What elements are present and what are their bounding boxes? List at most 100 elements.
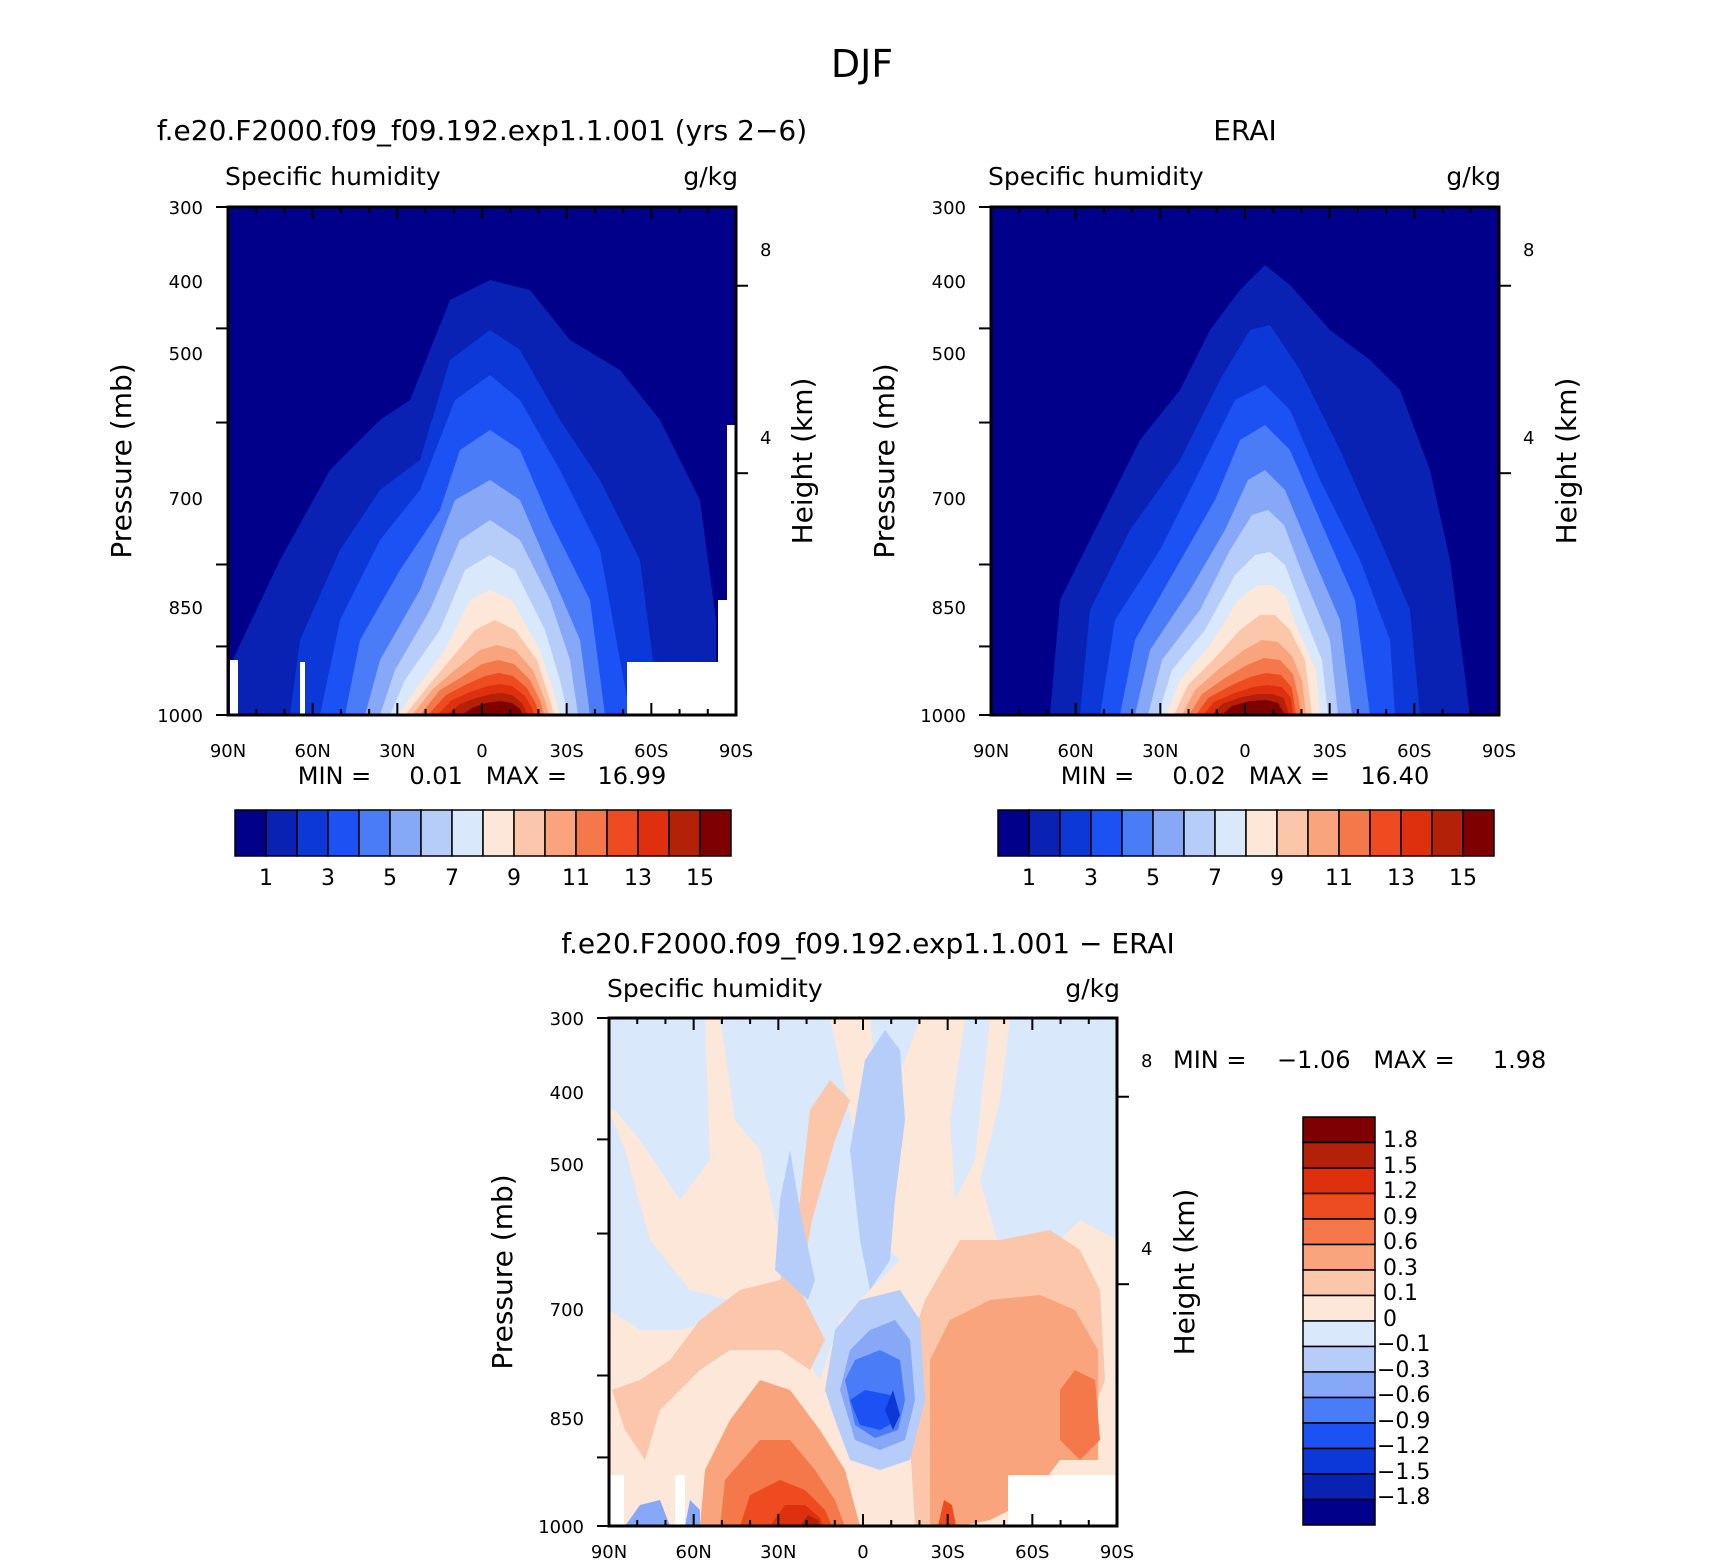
y2-tick-labels: 8 4 — [1523, 240, 1534, 449]
x-tick-label: 90N — [591, 1542, 627, 1561]
y-axis-label: Pressure (mb) — [486, 1174, 519, 1369]
colorbar-label: −0.1 — [1377, 1332, 1430, 1357]
x-tick-label: 60S — [1397, 741, 1431, 762]
colorbar-label: 1.2 — [1383, 1179, 1418, 1204]
colorbar-label: −1.8 — [1377, 1485, 1430, 1510]
x-tick-label: 60N — [676, 1542, 712, 1561]
colorbar-swatch — [1400, 809, 1433, 857]
colorbar-swatch — [1214, 809, 1247, 857]
colorbar-label: 0.9 — [1383, 1205, 1418, 1230]
variable-label: Specific humidity — [225, 162, 441, 191]
contour-band — [938, 1500, 956, 1526]
colorbar-swatch — [420, 809, 453, 857]
contour-band — [612, 1080, 850, 1460]
units-label: g/kg — [683, 162, 738, 191]
contour-field — [228, 207, 736, 715]
y-tick-label: 700 — [550, 1300, 584, 1321]
y2-tick-label: 8 — [1141, 1051, 1152, 1072]
axis-ticks — [597, 1017, 1129, 1527]
panel-model: f.e20.F2000.f09_f09.192.exp1.1.001 (yrs … — [105, 114, 819, 891]
x-tick-labels: 90N 60N 30N 0 30S 60S 90S — [591, 1542, 1134, 1561]
missing-data — [718, 600, 736, 715]
y-tick-label: 400 — [550, 1083, 584, 1104]
contour-band — [1060, 1370, 1100, 1460]
colorbar-label: 0.6 — [1383, 1230, 1418, 1255]
missing-data — [675, 1475, 685, 1526]
colorbar-swatch — [1302, 1473, 1376, 1501]
colorbar-label: 13 — [1387, 866, 1415, 891]
colorbar-label: 9 — [507, 866, 521, 891]
colorbar-label: 1.5 — [1383, 1154, 1418, 1179]
colorbar-label: −0.9 — [1377, 1409, 1430, 1434]
colorbar-label: −1.5 — [1377, 1460, 1430, 1485]
x-tick-label: 90S — [1482, 741, 1516, 762]
figure-title: DJF — [831, 42, 893, 86]
colorbar-label: 0.3 — [1383, 1256, 1418, 1281]
x-tick-label: 90S — [1100, 1542, 1134, 1561]
panel-title: ERAI — [1213, 114, 1276, 147]
colorbar-label: 11 — [562, 866, 590, 891]
min-max-label: MIN = 0.02 MAX = 16.40 — [1061, 762, 1429, 790]
min-max-label: MIN = 0.01 MAX = 16.99 — [298, 762, 666, 790]
x-tick-label: 30S — [550, 741, 584, 762]
y-tick-label: 850 — [550, 1409, 584, 1430]
colorbar-swatch — [1090, 809, 1123, 857]
colorbar-swatch — [997, 809, 1030, 857]
y2-tick-labels: 8 4 — [760, 240, 771, 449]
x-tick-label: 60N — [1058, 741, 1094, 762]
contour-band — [625, 1500, 670, 1526]
y2-tick-label: 8 — [760, 240, 771, 261]
x-tick-label: 30S — [931, 1542, 965, 1561]
colorbar-label: 1 — [259, 866, 273, 891]
variable-label: Specific humidity — [607, 974, 823, 1003]
colorbar-label: 11 — [1325, 866, 1353, 891]
colorbar-swatch — [1121, 809, 1154, 857]
colorbar-swatch — [1302, 1396, 1376, 1424]
colorbar-swatch — [1245, 809, 1278, 857]
y-tick-labels: 300 400 500 700 850 1000 — [920, 198, 966, 727]
colorbar-swatch — [1307, 809, 1340, 857]
y-tick-label: 700 — [932, 489, 966, 510]
x-tick-label: 0 — [857, 1542, 868, 1561]
colorbar-swatch — [1302, 1141, 1376, 1169]
missing-data — [300, 662, 305, 715]
x-tick-label: 60N — [295, 741, 331, 762]
colorbar-swatch — [544, 809, 577, 857]
x-tick-label: 30N — [760, 1542, 796, 1561]
colorbar-swatch — [1276, 809, 1309, 857]
colorbar-swatch — [606, 809, 639, 857]
y-tick-label: 1000 — [920, 706, 966, 727]
colorbar-swatch — [513, 809, 546, 857]
y2-axis-label: Height (km) — [786, 378, 819, 545]
colorbar-swatch — [1431, 809, 1464, 857]
colorbar-label: 0.1 — [1383, 1281, 1418, 1306]
contour-band — [850, 1030, 905, 1290]
y2-axis-label: Height (km) — [1168, 1189, 1201, 1356]
colorbar-label: 13 — [624, 866, 652, 891]
colorbar-swatch — [1302, 1167, 1376, 1195]
colorbar-swatch — [1302, 1345, 1376, 1373]
y2-axis-label: Height (km) — [1550, 378, 1583, 545]
colorbar-label: 3 — [321, 866, 335, 891]
colorbar-label: 7 — [445, 866, 459, 891]
contour-band — [685, 1500, 700, 1526]
colorbar-label: 1.8 — [1383, 1128, 1418, 1153]
y2-tick-label: 4 — [1523, 428, 1534, 449]
contour-band — [800, 1515, 820, 1526]
x-tick-label: 90S — [719, 741, 753, 762]
contour-band — [885, 1390, 900, 1430]
panel-title: f.e20.F2000.f09_f09.192.exp1.1.001 (yrs … — [157, 114, 807, 147]
y-tick-label: 1000 — [538, 1517, 584, 1538]
colorbar-label: 5 — [383, 866, 397, 891]
y-tick-label: 300 — [932, 198, 966, 219]
contour-band — [609, 1018, 800, 1310]
min-max-label: MIN = −1.06 MAX = 1.98 — [1173, 1046, 1546, 1074]
colorbar-label: 1 — [1022, 866, 1036, 891]
missing-data — [727, 425, 736, 600]
x-tick-labels: 90N 60N 30N 0 30S 60S 90S — [210, 741, 753, 762]
colorbar-label: 5 — [1146, 866, 1160, 891]
y-tick-label: 300 — [169, 198, 203, 219]
axis-ticks — [216, 206, 748, 716]
contour-field — [609, 1018, 1117, 1526]
contour-band — [775, 1150, 815, 1300]
